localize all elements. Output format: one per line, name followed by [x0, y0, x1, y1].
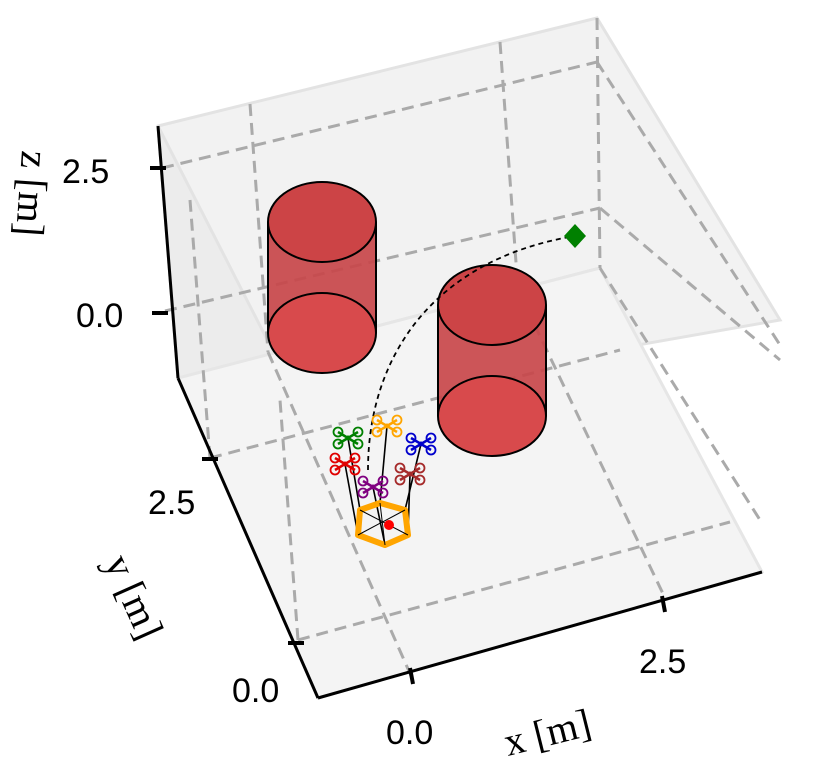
- drone-hub: [407, 471, 413, 477]
- z-tick-label: 0.0: [76, 297, 123, 335]
- drone-rotor: [329, 464, 341, 476]
- axis-ticks: [150, 166, 667, 685]
- drone-hub: [418, 441, 424, 447]
- drone-rotor: [394, 474, 406, 486]
- grid-line: [498, 41, 520, 291]
- drone-rotor: [371, 426, 383, 438]
- cable: [379, 425, 388, 504]
- grid-line: [164, 206, 601, 313]
- payload-center: [384, 520, 394, 530]
- drone-1: [332, 426, 364, 450]
- cylinder-top: [267, 181, 377, 263]
- drone-6: [394, 462, 426, 486]
- drone-rotor: [425, 432, 437, 444]
- drone-rotor: [329, 452, 341, 464]
- cylinder-bottom: [267, 292, 377, 374]
- x-tick-label: 2.5: [639, 643, 686, 681]
- x-axis-label: x [m]: [499, 700, 595, 765]
- grid-line: [188, 199, 212, 459]
- drones-group: [329, 414, 437, 499]
- drone-rotor: [352, 438, 364, 450]
- drone-rotor: [371, 414, 383, 426]
- cylinder-bottom: [437, 375, 547, 457]
- drone-rotor: [377, 475, 389, 487]
- y-tick-label: 0.0: [232, 672, 279, 710]
- grid-line: [278, 399, 300, 641]
- drone-rotor: [357, 487, 369, 499]
- grid-line: [595, 17, 602, 269]
- drone-rotor: [332, 438, 344, 450]
- x-tick-label: 0.0: [386, 714, 433, 752]
- drone-rotor: [414, 462, 426, 474]
- cable: [372, 486, 386, 546]
- drone-rotor: [394, 462, 406, 474]
- drone-hub: [384, 423, 390, 429]
- drone-rotor: [332, 426, 344, 438]
- grid-line: [599, 206, 781, 362]
- drone-2: [371, 414, 403, 438]
- grid-line: [209, 348, 621, 460]
- payload-inner-lines: [357, 502, 409, 546]
- trajectory-line: [367, 235, 576, 471]
- drone-rotor: [349, 452, 361, 464]
- grid-line: [598, 267, 762, 521]
- drone-rotor: [391, 414, 403, 426]
- z-tick-label: 2.5: [62, 153, 109, 191]
- grid-line: [266, 351, 414, 679]
- obstacle-cylinder-1: [267, 181, 377, 374]
- drone-3: [405, 432, 437, 456]
- drone-rotor: [405, 432, 417, 444]
- grid-line: [248, 103, 270, 353]
- drone-hub: [342, 461, 348, 467]
- y-axis-label: y [m]: [96, 547, 173, 645]
- drone-rotor: [405, 444, 417, 456]
- drone-hub: [345, 435, 351, 441]
- obstacle-cylinder-2: [437, 264, 547, 457]
- payload-line: [379, 502, 386, 546]
- drone-hub: [370, 484, 376, 490]
- drone-rotor: [352, 426, 364, 438]
- drone-rotor: [377, 487, 389, 499]
- payload-line: [359, 509, 409, 536]
- z-axis-label: z [m]: [7, 149, 58, 237]
- drone-rotor: [414, 474, 426, 486]
- cable: [344, 463, 359, 536]
- drone-rotor: [425, 444, 437, 456]
- y-tick-label: 2.5: [148, 484, 195, 522]
- drone-5: [357, 475, 389, 499]
- goal-marker: [564, 224, 586, 248]
- drone-rotor: [349, 464, 361, 476]
- drone-rotor: [357, 475, 369, 487]
- drone-rotor: [391, 426, 403, 438]
- x-axis-line: [317, 570, 763, 700]
- cylinder-top: [437, 264, 547, 346]
- payload-line: [357, 509, 406, 536]
- drone-4: [329, 452, 361, 476]
- x-tick: [408, 667, 415, 685]
- x-tick: [660, 595, 667, 613]
